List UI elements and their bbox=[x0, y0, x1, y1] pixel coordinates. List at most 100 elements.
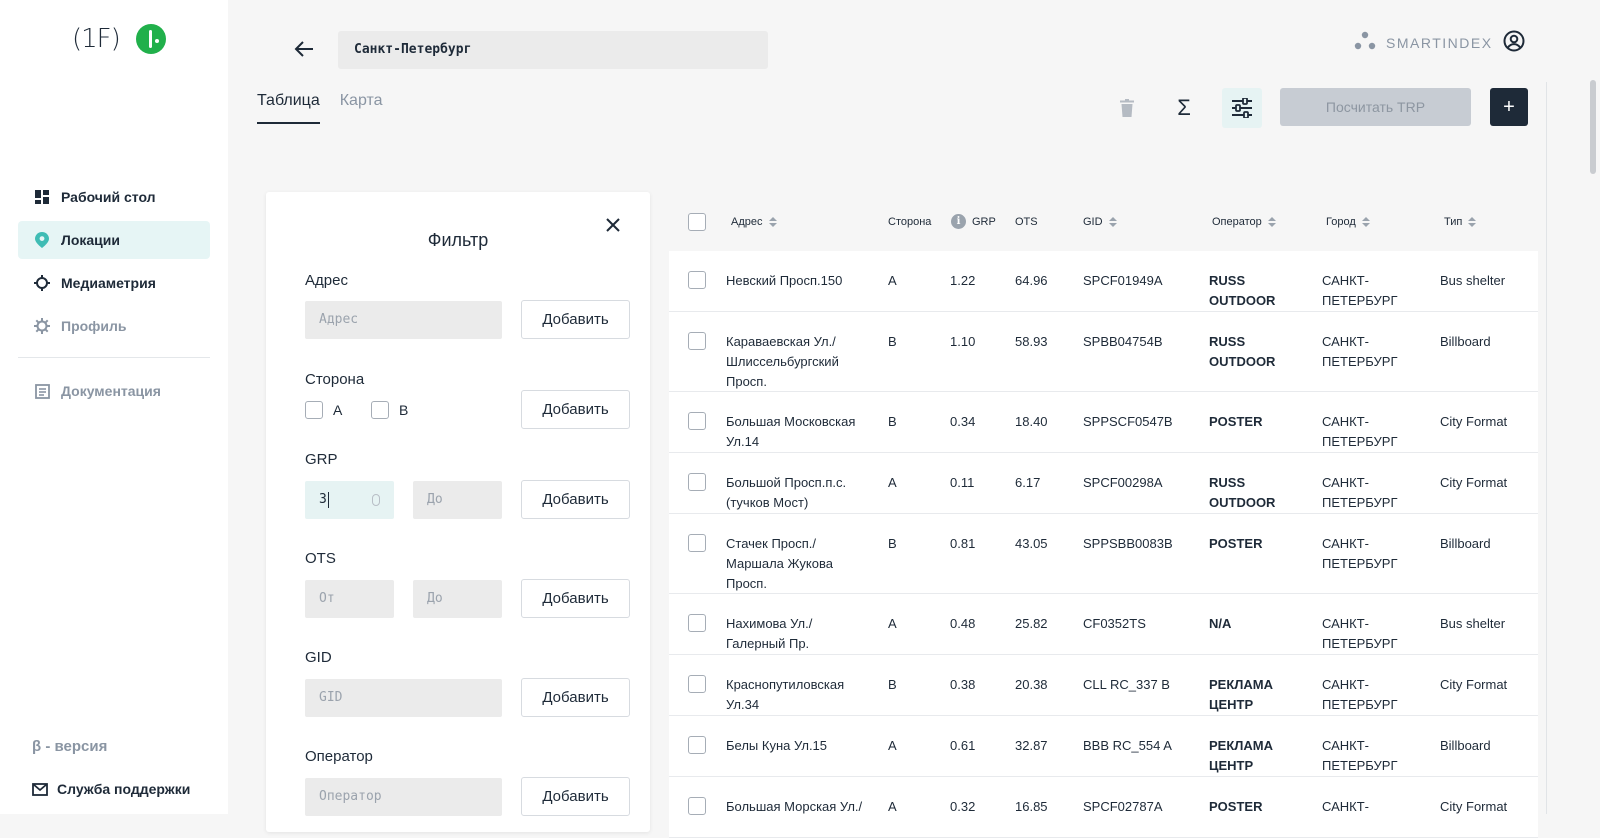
grp-from-input[interactable]: 3 bbox=[305, 481, 394, 519]
row-checkbox[interactable] bbox=[688, 534, 706, 552]
cell-type: Billboard bbox=[1440, 536, 1491, 551]
side-a-checkbox[interactable] bbox=[305, 401, 323, 419]
tab-map[interactable]: Карта bbox=[339, 92, 383, 109]
column-label: GID bbox=[1083, 216, 1103, 228]
cell-gid: SPPSCF0547B bbox=[1083, 414, 1173, 429]
user-profile-icon[interactable] bbox=[1503, 30, 1525, 52]
side-a-option[interactable]: A bbox=[305, 401, 342, 419]
filter-sliders-icon[interactable] bbox=[1222, 88, 1262, 128]
table-row[interactable]: Краснопутиловская Ул.34 B 0.38 20.38 CLL RC_… bbox=[669, 655, 1538, 716]
sidebar-divider bbox=[18, 357, 210, 358]
sidebar-item-mediametry[interactable]: Медиаметрия bbox=[18, 264, 210, 302]
add-grp-button[interactable]: Добавить bbox=[521, 480, 630, 519]
number-spinner-icon[interactable] bbox=[372, 494, 380, 506]
sidebar-nav: Рабочий стол Локации Медиаметрия Профиль bbox=[18, 178, 210, 415]
cell-operator: RUSS OUTDOOR bbox=[1209, 273, 1276, 308]
ots-to-input[interactable]: До bbox=[413, 580, 502, 618]
address-input[interactable]: Адрес bbox=[305, 301, 502, 339]
add-gid-button[interactable]: Добавить bbox=[521, 678, 630, 717]
tab-table[interactable]: Таблица bbox=[257, 92, 320, 124]
row-checkbox[interactable] bbox=[688, 332, 706, 350]
sidebar-item-profile[interactable]: Профиль bbox=[18, 307, 210, 345]
sort-icon[interactable] bbox=[1267, 217, 1276, 227]
column-type[interactable]: Тип bbox=[1444, 216, 1477, 228]
ots-from-input[interactable]: От bbox=[305, 580, 394, 618]
sum-sigma-button[interactable]: Σ bbox=[1177, 95, 1191, 120]
back-arrow-icon[interactable] bbox=[294, 40, 316, 62]
logo[interactable]: (1F) bbox=[72, 24, 166, 54]
table-row[interactable]: Невский Просп.150 A 1.22 64.96 SPCF01949A RUS… bbox=[669, 251, 1538, 312]
cell-city: САНКТ-ПЕТЕРБУРГ bbox=[1322, 738, 1398, 773]
column-label: Сторона bbox=[888, 216, 932, 228]
cell-grp: 1.22 bbox=[950, 273, 976, 288]
table-row[interactable]: Белы Куна Ул.15 A 0.61 32.87 BBB RC_554 A РЕК… bbox=[669, 716, 1538, 777]
side-b-checkbox[interactable] bbox=[371, 401, 389, 419]
add-button[interactable]: + bbox=[1490, 88, 1528, 126]
column-operator[interactable]: Оператор bbox=[1212, 216, 1276, 228]
select-all-checkbox[interactable] bbox=[688, 213, 706, 231]
add-operator-button[interactable]: Добавить bbox=[521, 777, 630, 816]
row-checkbox[interactable] bbox=[688, 736, 706, 754]
filter-panel: Фильтр Адрес Адрес Добавить Сторона A B … bbox=[266, 192, 650, 832]
city-field[interactable]: Санкт-Петербург bbox=[338, 31, 768, 69]
trash-icon[interactable] bbox=[1107, 88, 1147, 128]
scrollbar[interactable] bbox=[1590, 80, 1596, 174]
row-checkbox[interactable] bbox=[688, 271, 706, 289]
add-address-button[interactable]: Добавить bbox=[521, 300, 630, 339]
close-icon[interactable] bbox=[606, 218, 620, 232]
gid-input[interactable]: GID bbox=[305, 679, 502, 717]
cell-ots: 16.85 bbox=[1015, 799, 1048, 814]
sort-icon[interactable] bbox=[1361, 217, 1370, 227]
column-label: OTS bbox=[1015, 216, 1038, 228]
cell-gid: CF0352TS bbox=[1083, 616, 1146, 631]
table-row[interactable]: Большая Московская Ул.14 B 0.34 18.40 SPPSCF… bbox=[669, 392, 1538, 453]
sort-icon[interactable] bbox=[1108, 217, 1117, 227]
sidebar-item-documentation[interactable]: Документация bbox=[18, 372, 210, 410]
grp-to-input[interactable]: До bbox=[413, 481, 502, 519]
sidebar-item-label: Рабочий стол bbox=[61, 189, 156, 205]
add-side-button[interactable]: Добавить bbox=[521, 390, 630, 429]
row-checkbox[interactable] bbox=[688, 675, 706, 693]
content-border bbox=[1546, 82, 1547, 814]
grp-from-value: 3 bbox=[319, 492, 327, 507]
column-address[interactable]: Адрес bbox=[731, 216, 777, 228]
table-header: Адрес Сторона i GRP OTS GID Оператор Гор… bbox=[669, 202, 1538, 242]
side-a-label: A bbox=[333, 402, 343, 418]
add-ots-button[interactable]: Добавить bbox=[521, 579, 630, 618]
table-row[interactable]: Караваевская Ул./ Шлиссельбургский Просп… bbox=[669, 312, 1538, 392]
sidebar-item-dashboard[interactable]: Рабочий стол bbox=[18, 178, 210, 216]
cell-address: Краснопутиловская Ул.34 bbox=[726, 677, 845, 712]
cell-ots: 64.96 bbox=[1015, 273, 1048, 288]
row-checkbox[interactable] bbox=[688, 614, 706, 632]
operator-input[interactable]: Оператор bbox=[305, 778, 502, 816]
table-row[interactable]: Стачек Просп./ Маршала Жукова Просп. B 0.8… bbox=[669, 514, 1538, 594]
table-row[interactable]: Большая Морская Ул./ A 0.32 16.85 SPCF02787A… bbox=[669, 777, 1538, 838]
cell-ots: 18.40 bbox=[1015, 414, 1048, 429]
table-row[interactable]: Большой Просп.п.с. (тучков Мост) A 0.11 6.1… bbox=[669, 453, 1538, 514]
cell-address: Большая Морская Ул./ bbox=[726, 799, 863, 814]
side-b-option[interactable]: B bbox=[371, 401, 408, 419]
column-city[interactable]: Город bbox=[1326, 216, 1370, 228]
cell-gid: SPBB04754B bbox=[1083, 334, 1163, 349]
cell-address: Караваевская Ул./ Шлиссельбургский Просп… bbox=[726, 334, 839, 389]
row-checkbox[interactable] bbox=[688, 797, 706, 815]
filter-title: Фильтр bbox=[427, 230, 489, 250]
sidebar: (1F) Рабочий стол Локации Медиаметрия bbox=[0, 0, 228, 814]
cell-operator: РЕКЛАМА ЦЕНТР bbox=[1209, 738, 1274, 773]
cell-type: Billboard bbox=[1440, 738, 1491, 753]
cell-side: B bbox=[888, 677, 897, 692]
cell-grp: 0.34 bbox=[950, 414, 976, 429]
logo-text: (1F) bbox=[72, 24, 121, 54]
column-gid[interactable]: GID bbox=[1083, 216, 1117, 228]
support-link[interactable]: Служба поддержки bbox=[32, 781, 190, 797]
sidebar-item-locations[interactable]: Локации bbox=[18, 221, 210, 259]
cell-city: САНКТ- bbox=[1322, 799, 1370, 814]
table-row[interactable]: Нахимова Ул./ Галерный Пр. A 0.48 25.82 CF03… bbox=[669, 594, 1538, 655]
sort-icon[interactable] bbox=[1468, 217, 1477, 227]
calculate-trp-button[interactable]: Посчитать TRP bbox=[1280, 88, 1471, 126]
cell-gid: SPCF00298A bbox=[1083, 475, 1163, 490]
sort-icon[interactable] bbox=[768, 217, 777, 227]
row-checkbox[interactable] bbox=[688, 473, 706, 491]
info-icon[interactable]: i bbox=[951, 214, 966, 229]
row-checkbox[interactable] bbox=[688, 412, 706, 430]
